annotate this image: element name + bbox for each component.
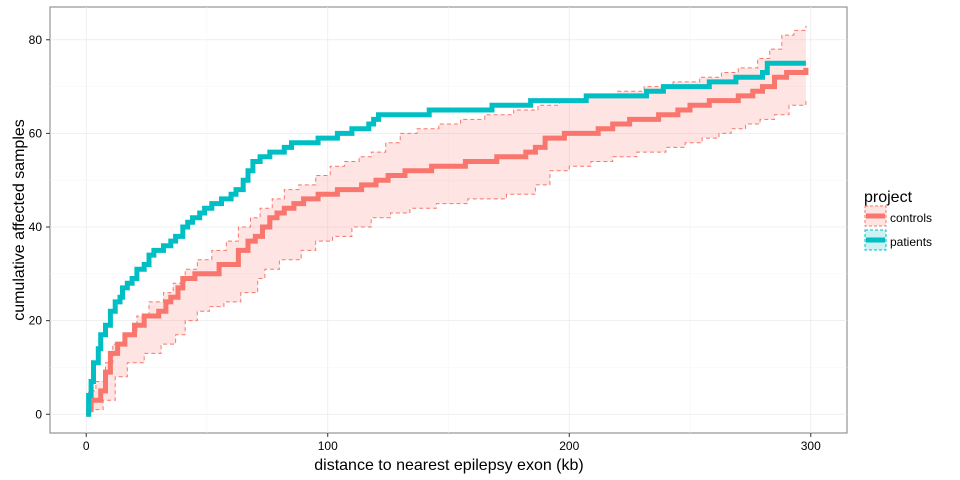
- legend-label-patients: patients: [890, 235, 932, 249]
- gridlines: [50, 7, 847, 433]
- x-tick-label: 200: [559, 439, 579, 453]
- y-tick-label: 20: [29, 314, 43, 328]
- legend-label-controls: controls: [890, 211, 932, 225]
- series-line-patients: [86, 60, 806, 417]
- legend-title: project: [864, 189, 913, 206]
- y-tick-label: 40: [29, 220, 43, 234]
- ribbon-lower-controls: [86, 100, 807, 415]
- axis-ticks: 0 100 200 300 0 20 40 60 80: [29, 33, 821, 453]
- y-tick-label: 80: [29, 33, 43, 47]
- series-line-controls: [86, 67, 809, 417]
- legend: project controls patients: [864, 189, 932, 251]
- legend-keys: [864, 205, 887, 251]
- y-tick-label: 0: [35, 407, 42, 421]
- y-axis-title: cumulative affected samples: [11, 119, 28, 321]
- y-tick-label: 60: [29, 126, 43, 140]
- x-tick-label: 300: [801, 439, 821, 453]
- x-tick-label: 100: [318, 439, 338, 453]
- x-axis-title: distance to nearest epilepsy exon (kb): [314, 457, 583, 474]
- x-tick-label: 0: [83, 439, 90, 453]
- series-lines: [86, 60, 809, 417]
